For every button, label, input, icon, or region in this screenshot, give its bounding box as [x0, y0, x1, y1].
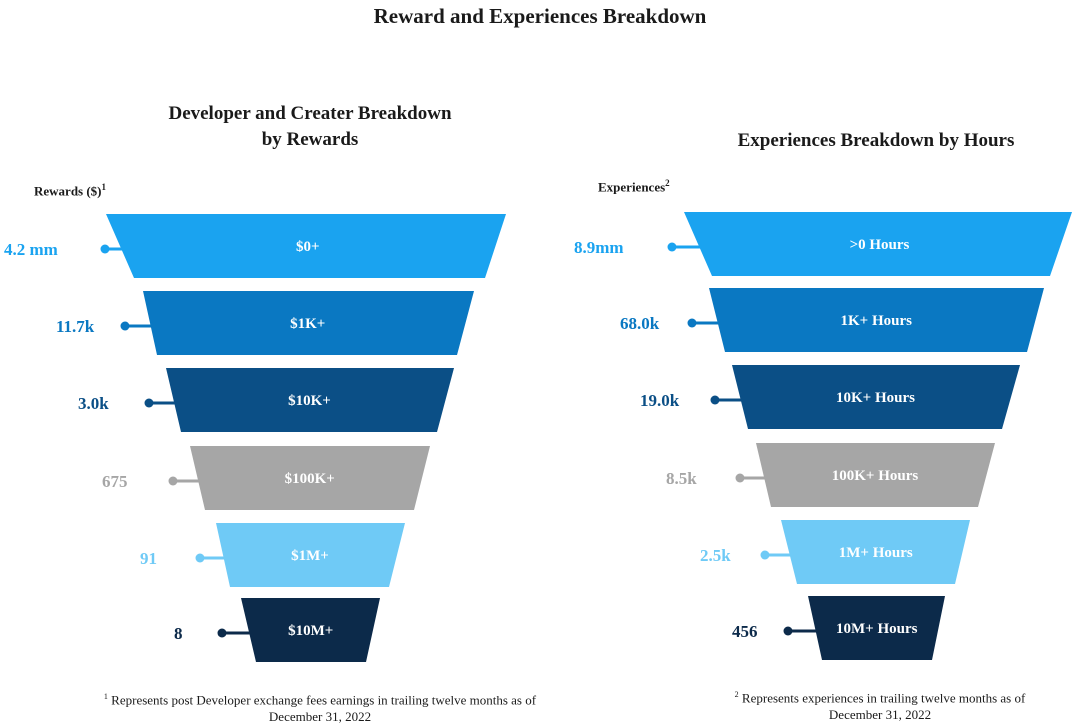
experiences-funnel-segment-6	[808, 596, 945, 660]
experiences-funnel-segment-2	[709, 288, 1044, 352]
rewards-value-label-4: 675	[102, 472, 128, 491]
rewards-stage-label-5: $1M+	[291, 548, 329, 564]
rewards-stage-label-4: $100K+	[285, 471, 335, 487]
experiences-stage-label-2: 1K+ Hours	[841, 313, 913, 329]
experiences-value-label-1: 8.9mm	[574, 238, 624, 257]
rewards-value-label-2: 11.7k	[56, 317, 95, 336]
experiences-connector-dot-5	[760, 550, 770, 560]
rewards-footnote-line-1: 1 Represents post Developer exchange fee…	[40, 688, 600, 708]
experiences-panel-title: Experiences Breakdown by Hours	[676, 128, 1076, 154]
experiences-stage-label-6: 10M+ Hours	[836, 621, 918, 637]
rewards-footnote-text: Represents post Developer exchange fees …	[111, 692, 537, 708]
experiences-stage-label-4: 100K+ Hours	[832, 468, 919, 484]
rewards-funnel-segment-6	[241, 598, 380, 662]
main-title: Reward and Experiences Breakdown	[373, 4, 707, 28]
experiences-connector-dot-2	[687, 318, 697, 328]
rewards-panel-title: Developer and Creater Breakdown by Rewar…	[110, 101, 510, 153]
rewards-funnel-segment-2	[143, 291, 474, 355]
experiences-value-label-2: 68.0k	[620, 314, 660, 333]
rewards-footnote: 1 Represents post Developer exchange fee…	[40, 688, 600, 725]
experiences-title-line-1: Experiences Breakdown by Hours	[737, 130, 1015, 151]
rewards-title-line-2: by Rewards	[261, 129, 359, 150]
experiences-value-label-6: 456	[732, 622, 758, 641]
experiences-funnel-segment-1	[684, 212, 1072, 276]
experiences-footnote: 2 Represents experiences in trailing twe…	[620, 686, 1080, 723]
experiences-stage-label-3: 10K+ Hours	[836, 390, 915, 406]
experiences-stage-label-5: 1M+ Hours	[839, 545, 913, 561]
rewards-funnel-segment-3	[166, 368, 454, 432]
rewards-connector-dot-6	[217, 628, 227, 638]
experiences-axis-label-sup: 2	[665, 178, 670, 188]
rewards-footnote-line-2: December 31, 2022	[268, 709, 372, 725]
rewards-funnel-segment-5	[216, 523, 405, 587]
rewards-value-label-1: 4.2 mm	[4, 240, 58, 259]
experiences-stage-label-1: >0 Hours	[850, 237, 910, 253]
experiences-connector-dot-6	[783, 626, 793, 636]
rewards-value-label-5: 91	[140, 549, 157, 568]
experiences-connector-dot-1	[667, 242, 677, 252]
rewards-stage-label-3: $10K+	[288, 393, 331, 409]
experiences-value-label-5: 2.5k	[700, 546, 731, 565]
rewards-connector-dot-4	[168, 476, 178, 486]
experiences-axis-label-text: Experiences	[598, 179, 666, 195]
rewards-value-label-6: 8	[174, 624, 183, 643]
experiences-footnote-line-2: December 31, 2022	[828, 707, 932, 723]
rewards-axis-label-sup: 1	[101, 182, 107, 192]
rewards-funnel-segment-1	[106, 214, 506, 278]
experiences-footnote-line-1: 2 Represents experiences in trailing twe…	[620, 686, 1080, 706]
experiences-value-label-3: 19.0k	[640, 391, 680, 410]
experiences-footnote-text: Represents experiences in trailing twelv…	[741, 690, 1026, 706]
rewards-connector-dot-2	[120, 321, 130, 331]
rewards-title-line-1: Developer and Creater Breakdown	[168, 103, 452, 124]
rewards-connector-dot-3	[144, 398, 154, 408]
rewards-value-label-3: 3.0k	[78, 394, 109, 413]
rewards-stage-label-2: $1K+	[290, 316, 325, 332]
experiences-axis-label: Experiences2	[598, 178, 670, 195]
experiences-footnote-mark: 2	[734, 690, 739, 699]
rewards-axis-label: Rewards ($)1	[34, 182, 106, 199]
experiences-funnel-segment-3	[732, 365, 1020, 429]
rewards-footnote-mark: 1	[103, 692, 108, 701]
rewards-funnel-segment-4	[190, 446, 430, 510]
experiences-value-label-4: 8.5k	[666, 469, 697, 488]
experiences-connector-dot-3	[710, 395, 720, 405]
rewards-connector-dot-5	[195, 553, 205, 563]
rewards-stage-label-1: $0+	[296, 239, 320, 255]
rewards-axis-label-text: Rewards ($)	[34, 183, 102, 199]
rewards-connector-dot-1	[100, 244, 110, 254]
experiences-funnel-segment-5	[781, 520, 970, 584]
experiences-funnel-segment-4	[756, 443, 995, 507]
rewards-stage-label-6: $10M+	[288, 623, 333, 639]
experiences-connector-dot-4	[735, 473, 745, 483]
